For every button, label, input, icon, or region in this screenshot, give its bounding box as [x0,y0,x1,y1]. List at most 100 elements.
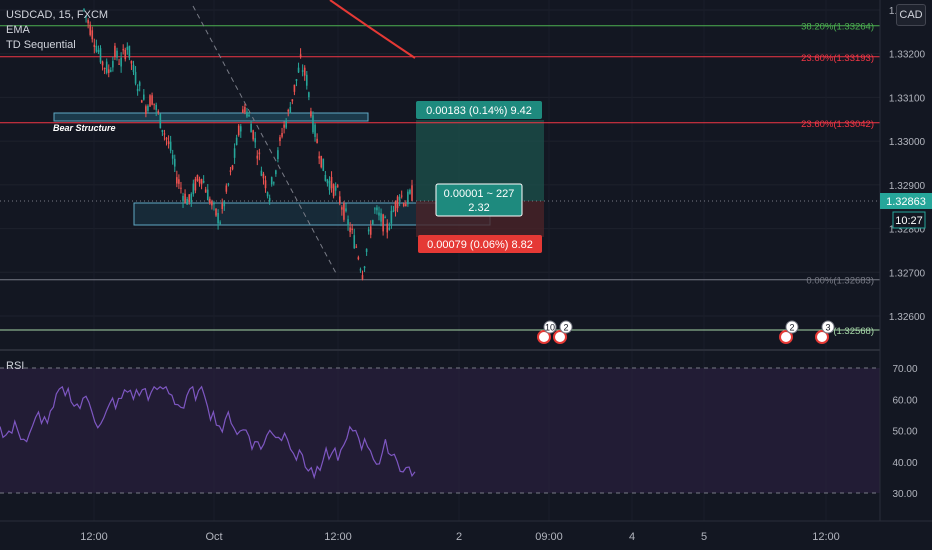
candle-body [316,138,318,143]
event-badge-count: 3 [825,323,830,333]
candle-body [258,152,261,155]
time-tick-label: 4 [629,531,635,543]
candle-body [145,106,147,115]
candle-body [376,207,378,211]
bear-structure-zone[interactable] [53,112,369,122]
candle-body [291,99,294,102]
candle-body [200,179,203,185]
candle-body [353,235,356,249]
candle-body [361,275,364,280]
candle-body [279,137,281,142]
candle-body [206,189,209,201]
rsi-tick-label: 70.00 [892,364,917,375]
candle-body [136,88,139,92]
candle-body [312,115,314,133]
candle-body [256,155,259,159]
candle-body [301,70,304,72]
fib-label: 38.20%(1.33264) [801,22,874,33]
event-markers[interactable]: 10 2 2 3 [537,320,835,344]
candle-body [314,124,316,137]
candle-body [217,212,219,224]
price-tick-label: 1.32800 [889,225,926,236]
candle-body [147,105,149,111]
time-axis[interactable]: 12:00 Oct 12:00 2 09:00 4 5 12:00 [80,531,840,543]
candle-body [359,269,362,271]
candle-body [180,187,182,189]
rsi-label[interactable]: RSI [6,360,25,372]
price-axis[interactable]: 1.333001.332001.331001.330001.329001.328… [889,6,926,323]
entry-label-box [435,183,523,217]
dashed-trendline[interactable] [192,5,338,276]
indicator-ema[interactable]: EMA [6,24,30,36]
candle-body [188,194,191,203]
candle-body [213,203,215,205]
candle-body [277,150,279,159]
candle-body [93,44,96,48]
rsi-line[interactable] [0,385,416,480]
indicator-td-sequential[interactable]: TD Sequential [6,39,76,51]
candle-body [239,126,242,132]
candle-body [411,185,413,201]
candle-body [338,196,341,203]
rsi-axis[interactable]: 70.00 60.00 50.00 40.00 30.00 [892,364,917,500]
candle-body [157,111,160,113]
event-marker-icon[interactable] [537,330,551,344]
event-badge-icon[interactable] [543,320,557,334]
candle-body [334,186,337,191]
candle-body [355,246,358,248]
current-price-value: 1.32863 [886,196,926,208]
chart-legend: USDCAD, 15, FXCM EMA TD Sequential [6,8,108,53]
rsi-tick-label: 30.00 [892,489,917,500]
fib-label: 0.00%(1.32683) [806,276,874,287]
fib-label: 23.60%(1.33193) [801,53,874,64]
target-label: 0.00183 (0.14%) 9.42 [426,105,532,117]
candle-body [126,46,129,50]
event-marker-icon[interactable] [815,330,829,344]
candle-body [324,174,327,181]
candle-body [398,196,401,201]
candle-body [161,129,164,133]
candle-body [260,170,263,176]
candle-body [196,175,199,181]
candle-body [326,179,329,184]
event-badge-icon[interactable] [821,320,835,334]
candle-body [130,60,133,64]
symbol-title[interactable]: USDCAD, 15, FXCM [6,9,109,21]
candle-body [322,158,325,171]
event-badge-icon[interactable] [559,320,573,334]
candle-body [107,69,110,73]
candle-body [293,84,296,92]
candle-body [178,179,180,184]
event-marker-icon[interactable] [779,330,793,344]
event-marker-icon[interactable] [553,330,567,344]
currency-button[interactable]: CAD [896,4,926,26]
candle-body [374,208,376,210]
candle-body [231,165,234,170]
candle-body [299,54,302,58]
candle-body [118,63,120,65]
candle-body [101,61,104,66]
ema-line[interactable] [329,0,416,59]
candle-body [237,125,240,136]
event-badge-icon[interactable] [785,320,799,334]
candle-body [167,141,170,145]
candle-body [369,226,372,235]
time-tick-label: 5 [701,531,707,543]
candle-body [138,82,141,86]
candle-body [363,266,366,269]
candle-body [254,138,257,143]
candle-body [184,193,186,203]
candle-body [407,191,409,205]
candle-body [227,183,230,185]
candle-body [305,74,308,86]
candle-body [83,8,85,11]
candle-body [122,49,124,51]
rsi-band [0,368,880,493]
price-tick-label: 1.33000 [889,137,926,148]
candle-body [289,106,292,114]
candle-body [351,228,353,231]
candle-body [384,217,386,219]
candle-body [246,111,248,117]
price-tick-label: 1.32900 [889,181,926,192]
